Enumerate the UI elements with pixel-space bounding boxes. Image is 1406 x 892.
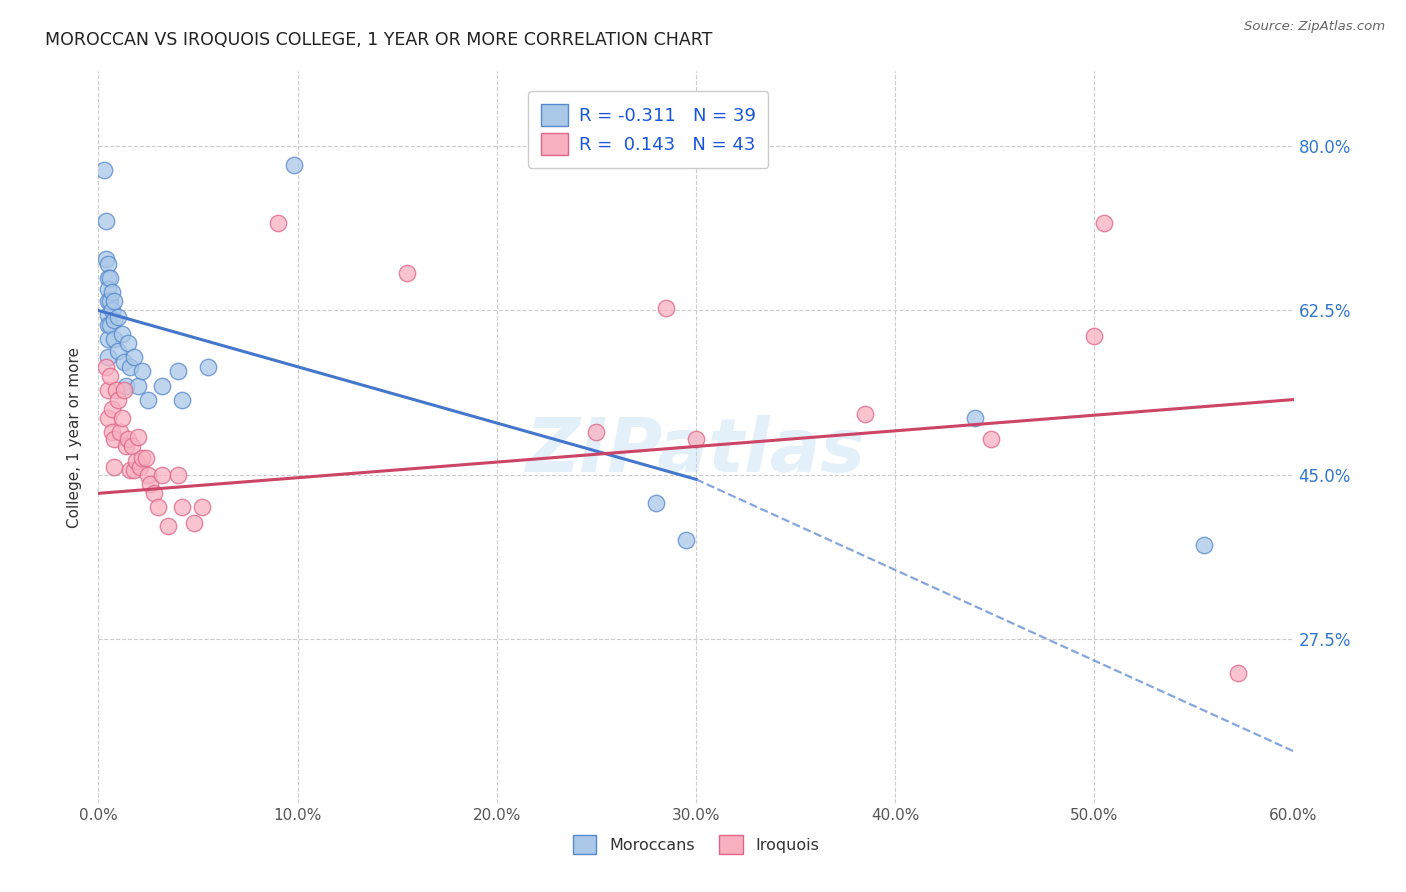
Point bbox=[103, 432, 125, 446]
Point bbox=[105, 383, 128, 397]
Point bbox=[112, 383, 135, 397]
Point bbox=[396, 266, 419, 280]
Point bbox=[125, 453, 148, 467]
Point bbox=[103, 313, 125, 327]
Point bbox=[98, 270, 122, 285]
Point bbox=[96, 359, 118, 374]
Point bbox=[197, 359, 219, 374]
Point bbox=[101, 425, 124, 440]
Point bbox=[585, 425, 607, 440]
Point bbox=[1092, 216, 1115, 230]
Point bbox=[96, 252, 118, 266]
Point bbox=[107, 343, 129, 358]
Point bbox=[120, 463, 142, 477]
Point bbox=[96, 214, 118, 228]
Point bbox=[655, 301, 678, 315]
Point bbox=[98, 369, 122, 384]
Point bbox=[283, 158, 305, 172]
Point bbox=[143, 486, 166, 500]
Point bbox=[111, 411, 134, 425]
Point bbox=[963, 411, 986, 425]
Point bbox=[127, 430, 149, 444]
Y-axis label: College, 1 year or more: College, 1 year or more bbox=[67, 347, 83, 527]
Point bbox=[97, 282, 120, 296]
Point bbox=[101, 285, 124, 299]
Point bbox=[111, 326, 134, 341]
Point bbox=[115, 378, 138, 392]
Point bbox=[98, 294, 122, 309]
Point bbox=[107, 310, 129, 324]
Point bbox=[645, 496, 668, 510]
Point bbox=[97, 383, 120, 397]
Point bbox=[117, 432, 139, 446]
Point bbox=[172, 500, 194, 515]
Point bbox=[685, 432, 707, 446]
Point bbox=[167, 467, 190, 482]
Point bbox=[117, 336, 139, 351]
Point bbox=[101, 303, 124, 318]
Point bbox=[980, 432, 1002, 446]
Point bbox=[150, 467, 173, 482]
Point bbox=[101, 401, 124, 416]
Point bbox=[120, 359, 142, 374]
Point bbox=[103, 332, 125, 346]
Point bbox=[103, 294, 125, 309]
Point bbox=[124, 351, 146, 365]
Point bbox=[97, 411, 120, 425]
Point bbox=[112, 355, 135, 369]
Point bbox=[131, 450, 153, 465]
Text: Source: ZipAtlas.com: Source: ZipAtlas.com bbox=[1244, 20, 1385, 33]
Point bbox=[97, 270, 120, 285]
Point bbox=[127, 378, 149, 392]
Point bbox=[93, 162, 115, 177]
Point bbox=[853, 407, 876, 421]
Point bbox=[148, 500, 170, 515]
Point bbox=[97, 294, 120, 309]
Point bbox=[172, 392, 194, 407]
Point bbox=[97, 257, 120, 271]
Point bbox=[1192, 538, 1215, 552]
Point bbox=[191, 500, 214, 515]
Point bbox=[97, 318, 120, 332]
Point bbox=[167, 364, 190, 378]
Point bbox=[129, 460, 152, 475]
Point bbox=[675, 533, 697, 548]
Point bbox=[121, 440, 143, 454]
Point bbox=[1226, 666, 1249, 681]
Point bbox=[267, 216, 290, 230]
Point bbox=[97, 351, 120, 365]
Legend: Moroccans, Iroquois: Moroccans, Iroquois bbox=[567, 829, 825, 861]
Text: MOROCCAN VS IROQUOIS COLLEGE, 1 YEAR OR MORE CORRELATION CHART: MOROCCAN VS IROQUOIS COLLEGE, 1 YEAR OR … bbox=[45, 31, 711, 49]
Point bbox=[183, 516, 205, 531]
Point bbox=[136, 467, 159, 482]
Point bbox=[131, 364, 153, 378]
Point bbox=[136, 392, 159, 407]
Point bbox=[124, 463, 146, 477]
Point bbox=[135, 450, 157, 465]
Point bbox=[110, 425, 132, 440]
Text: ZIPatlas: ZIPatlas bbox=[526, 415, 866, 488]
Point bbox=[150, 378, 173, 392]
Point bbox=[157, 519, 180, 533]
Point bbox=[103, 460, 125, 475]
Point bbox=[97, 308, 120, 322]
Point bbox=[115, 440, 138, 454]
Point bbox=[98, 318, 122, 332]
Point bbox=[1083, 328, 1105, 343]
Point bbox=[97, 332, 120, 346]
Point bbox=[139, 477, 162, 491]
Point bbox=[107, 392, 129, 407]
